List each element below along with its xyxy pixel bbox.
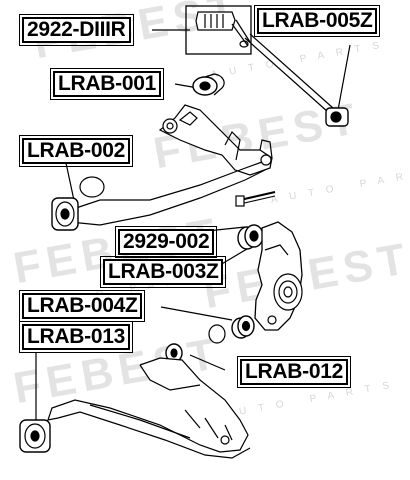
part-label-lrab-004z: LRAB-004Z (18, 290, 146, 322)
lateral-link-part (51, 161, 266, 231)
part-label-lrab-003z: LRAB-003Z (99, 256, 227, 288)
upper-arm-part (158, 104, 273, 176)
tie-rod-end-part (185, 5, 252, 55)
part-label-lrab-005z: LRAB-005Z (253, 5, 381, 37)
part-label-lrab-012: LRAB-012 (237, 356, 351, 388)
knuckle-part (254, 221, 303, 331)
toe-link-part (244, 33, 349, 127)
part-label-lrab-001: LRAB-001 (50, 68, 164, 100)
part-label-lrab-013: LRAB-013 (19, 321, 133, 353)
knuckle-bushing-part (237, 224, 264, 250)
bolt-part (235, 191, 276, 207)
part-label-lrab-002: LRAB-002 (19, 135, 133, 167)
lower-arm-part (19, 343, 251, 459)
part-label-2929-002: 2929-002 (114, 226, 218, 258)
part-label-2922-diiir: 2922-DIIIR (19, 14, 134, 46)
upper-bushing-part (192, 73, 225, 96)
lower-knuckle-bushing-part (208, 315, 255, 344)
